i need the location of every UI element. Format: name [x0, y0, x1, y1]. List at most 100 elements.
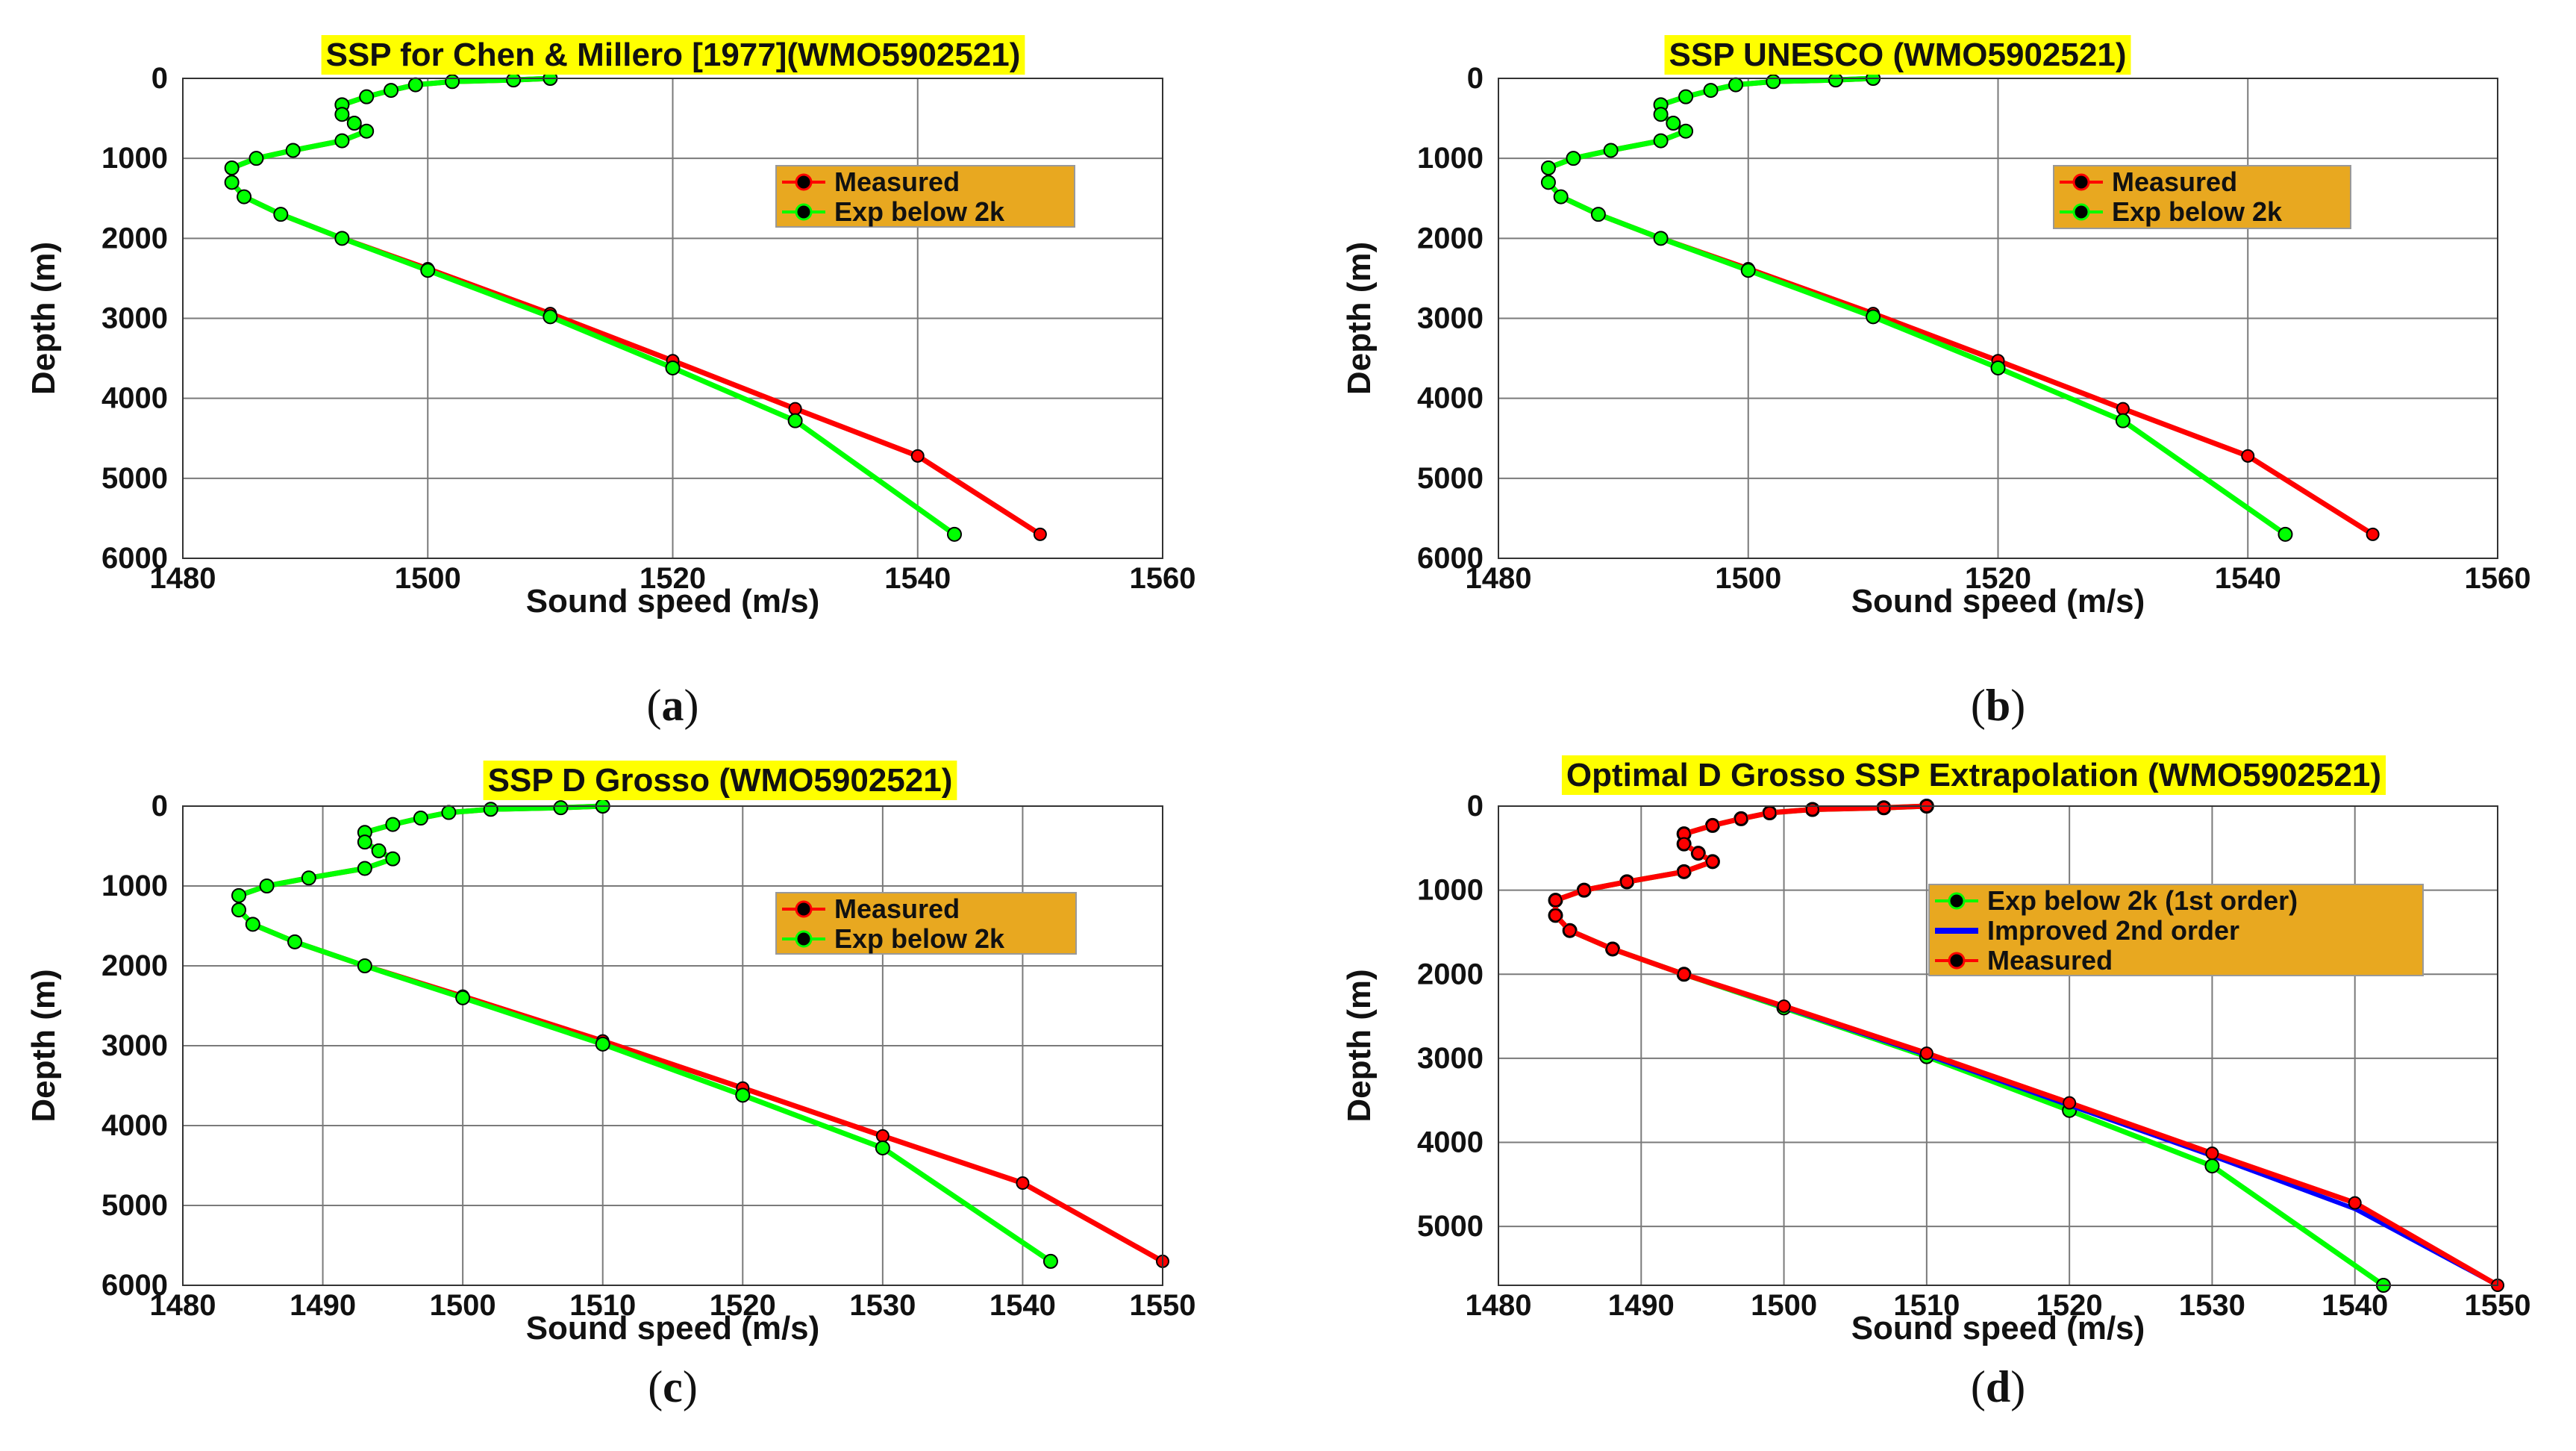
- data-point: [2241, 449, 2255, 463]
- data-point: [334, 107, 350, 122]
- legend-label: Measured: [834, 166, 960, 197]
- legend-item: Exp below 2k: [2060, 196, 2283, 227]
- axes-frame: [1498, 805, 2498, 1286]
- title-text: SSP D Grosso (WMO5902521): [488, 762, 953, 799]
- x-tick-label: 1560: [2465, 562, 2531, 595]
- x-axis-label: Sound speed (m/s): [1851, 1310, 2145, 1347]
- y-tick-label: 4000: [101, 382, 168, 415]
- y-axis-label: Depth (m): [25, 969, 62, 1122]
- y-tick-label: 2000: [101, 222, 168, 255]
- x-tick-label: 1550: [2465, 1289, 2531, 1322]
- panel-b: 1480 1500 1520 1540 1560 0 1000 2000 3000 4000 500…: [1341, 35, 2530, 730]
- data-point: [455, 990, 471, 1005]
- title-text: SSP for Chen & Millero [1977](WMO5902521…: [326, 37, 1021, 73]
- title-highlight: [483, 761, 957, 800]
- legend-box: [775, 165, 1075, 228]
- legend-swatch-marker: [1948, 892, 1966, 910]
- data-point: [2278, 526, 2293, 542]
- series-exp-below-2k: [1540, 71, 2293, 542]
- x-tick-label: 1500: [430, 1289, 496, 1322]
- chart-title: SSP for Chen & Millero [1977](WMO5902521…: [321, 35, 1025, 75]
- x-axis-label: Sound speed (m/s): [1851, 583, 2145, 620]
- data-point: [441, 805, 457, 820]
- data-point: [2115, 413, 2130, 428]
- data-point: [371, 843, 387, 858]
- y-tick-label: 2000: [1417, 958, 1484, 990]
- data-point: [334, 133, 350, 149]
- data-point: [875, 1140, 890, 1155]
- legend-item: Exp below 2k: [782, 196, 1005, 227]
- data-point: [553, 800, 569, 816]
- y-tick-label: 5000: [101, 462, 168, 495]
- y-tick-label: 4000: [1417, 1126, 1484, 1159]
- legend: Exp below 2k (1st order)Improved 2nd ord…: [1928, 884, 2424, 976]
- x-tick-label: 1480: [150, 562, 216, 595]
- legend-label: Exp below 2k: [834, 196, 1005, 227]
- data-point: [1540, 160, 1556, 176]
- data-point: [946, 526, 962, 542]
- y-tick-label: 0: [1467, 62, 1484, 95]
- data-point: [357, 958, 372, 973]
- data-point: [2205, 1146, 2219, 1161]
- data-point: [1678, 89, 1694, 104]
- legend-item: Measured: [782, 893, 960, 924]
- data-point: [273, 207, 289, 222]
- y-tick-label: 2000: [1417, 222, 1484, 255]
- y-tick-label: 2000: [101, 949, 168, 982]
- data-point: [483, 802, 498, 817]
- legend-swatch-marker: [795, 203, 813, 221]
- data-point: [1016, 1176, 1030, 1191]
- data-point: [445, 74, 460, 90]
- axes-frame: [182, 78, 1163, 559]
- chart-title: Optimal D Grosso SSP Extrapolation (WMO5…: [1561, 755, 2386, 795]
- y-axis-label: Depth (m): [1341, 969, 1378, 1122]
- data-point: [359, 89, 375, 104]
- x-tick-label: 1520: [1965, 562, 2031, 595]
- data-point: [506, 72, 522, 88]
- data-point: [334, 231, 350, 246]
- data-point: [231, 902, 247, 918]
- data-point: [595, 1036, 610, 1052]
- data-point: [1566, 151, 1581, 166]
- title-highlight: [321, 35, 1025, 75]
- data-point: [245, 917, 260, 932]
- legend-label: Measured: [834, 893, 960, 924]
- data-point: [413, 811, 428, 826]
- x-tick-label: 1520: [640, 562, 706, 595]
- data-point: [1603, 143, 1619, 158]
- y-tick-label: 1000: [101, 870, 168, 902]
- data-point: [359, 123, 375, 139]
- x-tick-label: 1490: [1608, 1289, 1675, 1322]
- data-point: [1653, 133, 1669, 149]
- data-point: [1606, 942, 1620, 956]
- data-point: [1548, 908, 1563, 923]
- legend-item: Measured: [1935, 945, 2113, 976]
- data-point: [385, 851, 401, 867]
- data-point: [1728, 77, 1744, 93]
- data-point: [1828, 72, 1843, 88]
- data-point: [1653, 107, 1669, 122]
- data-point: [1677, 864, 1691, 879]
- data-point: [875, 1129, 890, 1143]
- data-point: [237, 189, 252, 205]
- x-tick-label: 1480: [1466, 562, 1532, 595]
- data-point: [1590, 207, 1606, 222]
- y-tick-label: 3000: [1417, 302, 1484, 335]
- data-point: [1877, 801, 1891, 815]
- data-point: [420, 263, 436, 278]
- legend-item: Measured: [2060, 166, 2237, 197]
- axes-frame: [1498, 78, 2498, 559]
- y-tick-label: 6000: [101, 542, 168, 575]
- y-tick-label: 3000: [101, 302, 168, 335]
- panel-d: 1480 1490 1500 1510 1520 1530 1540 1550 0 1000 200…: [1341, 755, 2530, 1411]
- y-tick-label: 0: [151, 790, 168, 823]
- x-tick-label: 1520: [2036, 1289, 2103, 1322]
- data-point: [1734, 811, 1748, 826]
- data-point: [1677, 967, 1691, 982]
- panel-caption: (b): [1971, 681, 2025, 730]
- x-axis-label: Sound speed (m/s): [526, 1310, 820, 1347]
- x-tick-label: 1500: [1751, 1289, 1817, 1322]
- data-point: [1540, 175, 1556, 190]
